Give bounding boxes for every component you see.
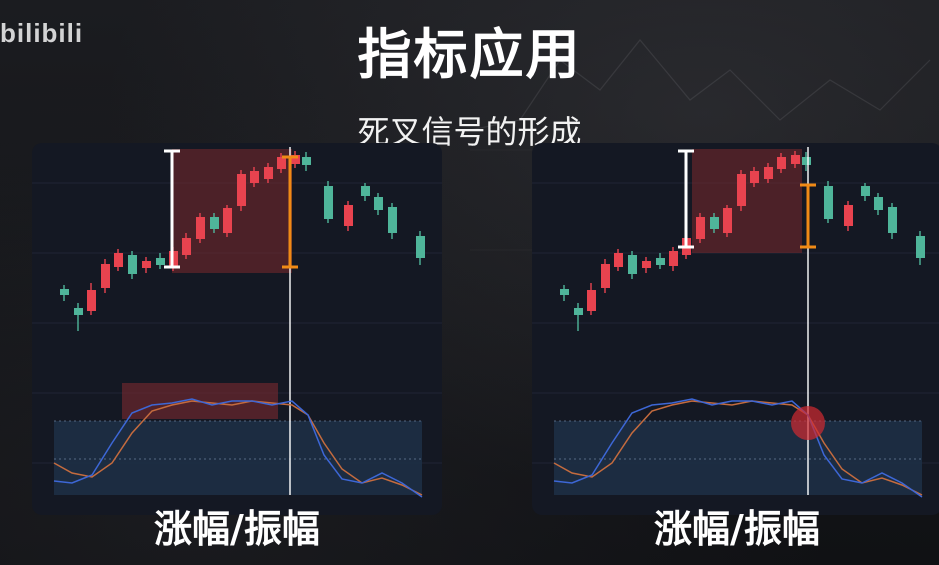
d-line xyxy=(53,400,423,496)
candle-body-13 xyxy=(237,174,246,206)
candle-body-6 xyxy=(142,261,151,268)
candle-body-23 xyxy=(888,207,897,233)
k-line xyxy=(553,398,923,498)
candle-body-11 xyxy=(210,217,219,229)
candle-body-7 xyxy=(656,258,665,265)
candle-body-17 xyxy=(791,155,800,164)
candle-body-4 xyxy=(114,253,123,267)
chart-panel-left xyxy=(32,143,442,515)
page-title: 指标应用 xyxy=(357,23,582,86)
candle-body-3 xyxy=(101,264,110,288)
candle-body-19 xyxy=(824,186,833,219)
logo-text: bilibili xyxy=(0,18,84,48)
candle-body-24 xyxy=(916,236,925,258)
k-line xyxy=(53,398,423,498)
candle-body-7 xyxy=(156,258,165,265)
candle-body-5 xyxy=(628,255,637,274)
candle-body-15 xyxy=(264,167,273,179)
indicator-zone xyxy=(54,421,422,495)
candle-body-15 xyxy=(764,167,773,179)
candle-body-22 xyxy=(374,197,383,210)
candlestick-chart-right xyxy=(532,147,939,498)
candle-body-17 xyxy=(291,155,300,164)
candle-body-2 xyxy=(87,290,96,311)
death-cross-marker xyxy=(791,406,825,440)
candle-body-23 xyxy=(388,207,397,233)
candle-body-14 xyxy=(250,171,259,183)
candle-body-8 xyxy=(669,251,678,266)
candle-body-9 xyxy=(182,238,191,255)
candle-body-16 xyxy=(277,157,286,169)
candle-body-24 xyxy=(416,236,425,258)
candle-body-0 xyxy=(560,289,569,295)
caption-right: 涨幅/振幅 xyxy=(654,507,820,551)
candle-body-3 xyxy=(601,264,610,288)
candle-body-21 xyxy=(861,186,870,196)
candle-body-0 xyxy=(60,289,69,295)
candle-body-18 xyxy=(302,157,311,165)
candle-body-20 xyxy=(344,205,353,226)
candle-body-12 xyxy=(723,208,732,233)
candle-body-16 xyxy=(777,157,786,169)
candle-body-13 xyxy=(737,174,746,206)
candle-body-1 xyxy=(74,308,83,315)
candle-body-4 xyxy=(614,253,623,267)
candle-body-1 xyxy=(574,308,583,315)
candle-body-10 xyxy=(696,217,705,239)
candle-body-11 xyxy=(710,217,719,229)
candle-body-10 xyxy=(196,217,205,239)
candle-body-21 xyxy=(361,186,370,196)
candle-body-22 xyxy=(874,197,883,210)
candle-body-12 xyxy=(223,208,232,233)
candle-body-6 xyxy=(642,261,651,268)
indicator-zone xyxy=(554,421,922,495)
candle-body-20 xyxy=(844,205,853,226)
chart-panel-right xyxy=(532,143,939,515)
caption-left: 涨幅/振幅 xyxy=(154,507,320,551)
candle-body-18 xyxy=(802,157,811,165)
candle-body-19 xyxy=(324,186,333,219)
candlestick-chart-left xyxy=(32,147,442,498)
candle-body-14 xyxy=(750,171,759,183)
candle-body-5 xyxy=(128,255,137,274)
bilibili-logo: bilibili xyxy=(0,18,83,49)
candle-body-2 xyxy=(587,290,596,311)
d-line xyxy=(553,400,923,496)
